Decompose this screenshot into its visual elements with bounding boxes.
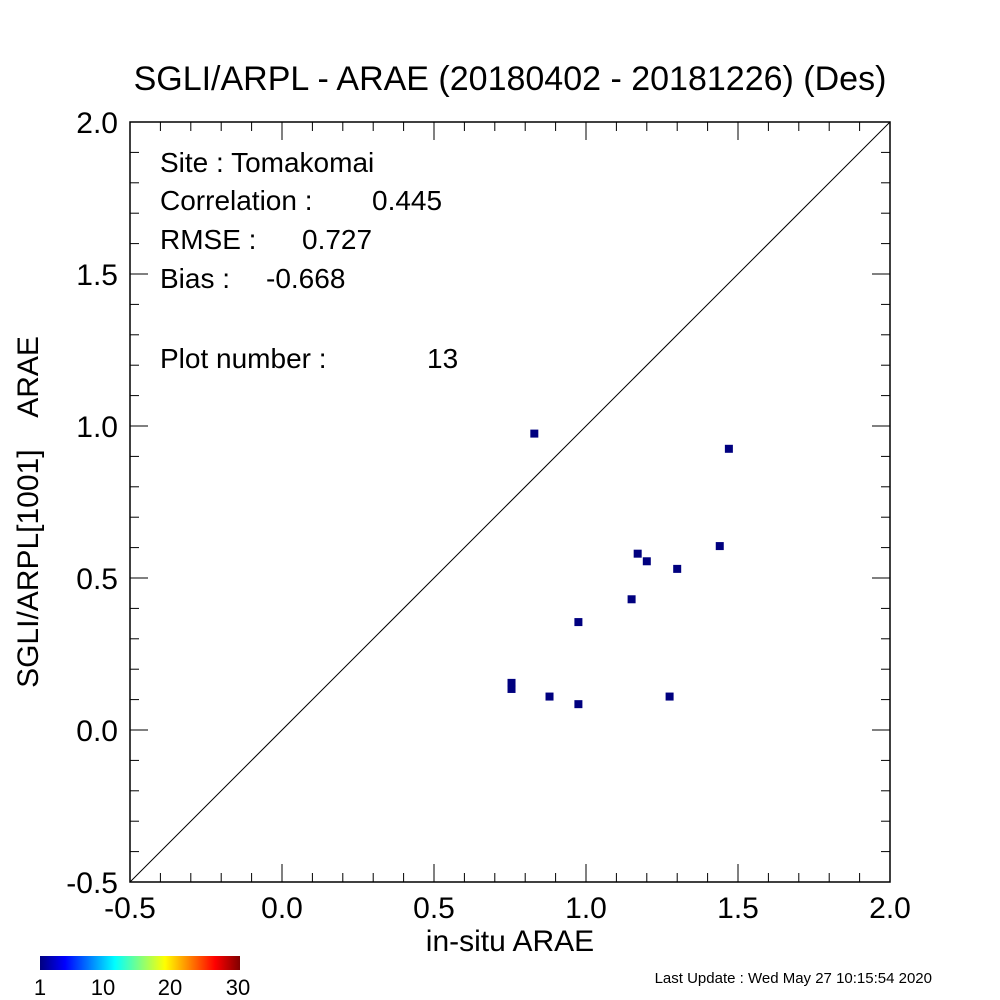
y-tick-labels: -0.5 0.0 0.5 1.0 1.5 2.0 [66, 107, 118, 900]
plot-number-label: Plot number : [160, 343, 327, 374]
data-point [665, 692, 674, 701]
chart-title: SGLI/ARPL - ARAE (20180402 - 20181226) (… [134, 60, 887, 98]
data-point [545, 692, 554, 701]
x-tick-label: 1.5 [717, 892, 759, 925]
data-points [507, 429, 733, 709]
major-ticks [129, 121, 891, 883]
last-update-text: Last Update : Wed May 27 10:15:54 2020 [655, 970, 932, 987]
correlation-label: Correlation : [160, 185, 313, 216]
x-tick-label: 2.0 [869, 892, 911, 925]
plot-number-value: 13 [427, 343, 458, 374]
y-tick-label: 0.0 [76, 715, 118, 748]
bias-label: Bias : [160, 263, 230, 294]
data-point [507, 684, 516, 693]
data-point [715, 542, 724, 551]
correlation-value: 0.445 [372, 185, 442, 216]
data-point [627, 595, 636, 604]
colorbar-tick-label: 30 [226, 975, 250, 1000]
x-tick-label: 0.5 [413, 892, 455, 925]
bias-value: -0.668 [266, 263, 345, 294]
y-tick-label: -0.5 [66, 867, 118, 900]
stats-block: Site : Tomakomai Correlation : 0.445 RMS… [160, 147, 458, 374]
data-point [507, 678, 516, 687]
x-axis-label: in-situ ARAE [426, 925, 594, 958]
plot-frame [129, 121, 891, 883]
data-point [574, 618, 583, 627]
data-point [574, 700, 583, 709]
y-tick-label: 2.0 [76, 107, 118, 140]
y-tick-label: 1.5 [76, 259, 118, 292]
x-tick-label: 1.0 [565, 892, 607, 925]
colorbar-tick-label: 1 [34, 975, 46, 1000]
x-tick-label: -0.5 [104, 892, 156, 925]
data-point [530, 429, 539, 438]
colorbar-tick-label: 20 [158, 975, 182, 1000]
y-tick-label: 1.0 [76, 411, 118, 444]
data-point [633, 549, 642, 558]
one-to-one-line [129, 121, 891, 883]
data-point [673, 564, 682, 573]
y-tick-label: 0.5 [76, 563, 118, 596]
data-point [724, 444, 733, 453]
colorbar-tick-label: 10 [91, 975, 115, 1000]
site-label: Site : Tomakomai [160, 147, 374, 178]
colorbar [40, 956, 240, 970]
x-tick-label: 0.0 [261, 892, 303, 925]
minor-ticks [130, 122, 890, 882]
rmse-label: RMSE : [160, 224, 256, 255]
data-point [642, 557, 651, 566]
colorbar-tick-labels: 1 10 20 30 [34, 975, 250, 1000]
y-axis-label: SGLI/ARPL[1001] ARAE [12, 336, 45, 688]
rmse-value: 0.727 [302, 224, 372, 255]
x-tick-labels: -0.5 0.0 0.5 1.0 1.5 2.0 [104, 892, 911, 925]
